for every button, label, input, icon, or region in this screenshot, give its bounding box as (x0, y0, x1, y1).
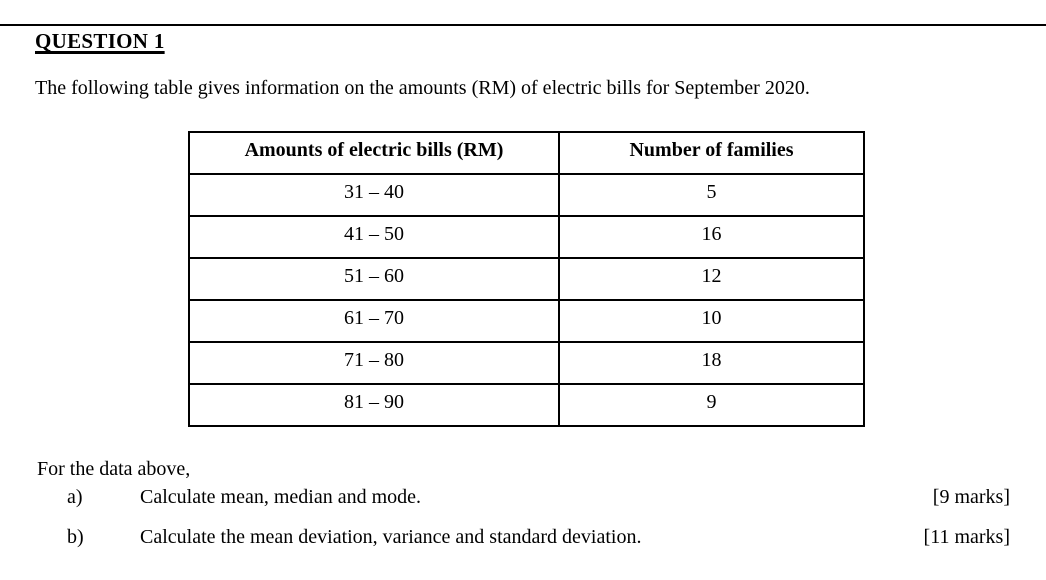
part-a-text: Calculate mean, median and mode. (140, 486, 422, 508)
bills-range-cell: 41 – 50 (188, 215, 560, 259)
bills-range-cell: 51 – 60 (188, 257, 560, 301)
bills-range-cell: 31 – 40 (188, 173, 560, 217)
part-a-label: a) (67, 486, 83, 508)
part-b-label: b) (67, 526, 84, 548)
table-row: 81 – 90 9 (188, 383, 865, 427)
bills-range-cell: 71 – 80 (188, 341, 560, 385)
families-count-cell: 12 (558, 257, 865, 301)
part-b-text: Calculate the mean deviation, variance a… (140, 526, 642, 548)
families-count-cell: 10 (558, 299, 865, 343)
table-row: 71 – 80 18 (188, 341, 865, 385)
column-header-bills: Amounts of electric bills (RM) (188, 131, 560, 175)
families-count-cell: 5 (558, 173, 865, 217)
frequency-table: Amounts of electric bills (RM) Number of… (188, 131, 865, 427)
table-row: 41 – 50 16 (188, 215, 865, 259)
question-intro-text: The following table gives information on… (35, 77, 810, 99)
part-b-marks: [11 marks] (923, 526, 1010, 548)
table-row: 61 – 70 10 (188, 299, 865, 343)
bills-range-cell: 81 – 90 (188, 383, 560, 427)
question-heading: QUESTION 1 (35, 29, 165, 53)
page-top-rule (0, 24, 1046, 26)
table-header-row: Amounts of electric bills (RM) Number of… (188, 131, 865, 175)
part-a-marks: [9 marks] (932, 486, 1010, 508)
bills-range-cell: 61 – 70 (188, 299, 560, 343)
families-count-cell: 16 (558, 215, 865, 259)
families-count-cell: 9 (558, 383, 865, 427)
lead-in-text: For the data above, (37, 458, 191, 480)
table-row: 31 – 40 5 (188, 173, 865, 217)
table-row: 51 – 60 12 (188, 257, 865, 301)
families-count-cell: 18 (558, 341, 865, 385)
column-header-families: Number of families (558, 131, 865, 175)
